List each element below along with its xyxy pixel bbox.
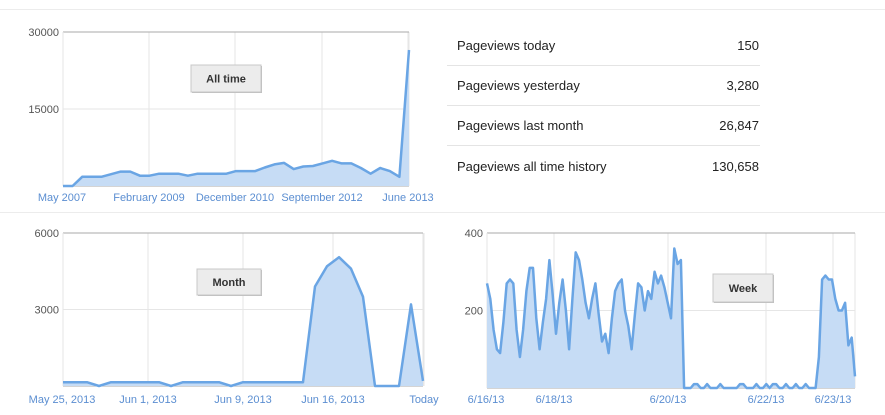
button-label: Week xyxy=(729,283,758,295)
button-face xyxy=(190,64,262,93)
stat-value: 150 xyxy=(737,38,759,53)
all-time-chart-svg: 30000 15000 May 2007 February 2009 December … xyxy=(28,27,433,204)
x-tick-label: June 2013 xyxy=(382,192,433,204)
y-tick-label: 3000 xyxy=(35,305,59,317)
pageview-stats-table: Pageviews today 150 Pageviews yesterday … xyxy=(447,26,760,186)
y-tick-label: 15000 xyxy=(28,104,59,116)
stat-value: 26,847 xyxy=(719,118,759,133)
month-range-button[interactable]: Month xyxy=(196,268,262,296)
x-tick-label: Jun 16, 2013 xyxy=(301,394,365,406)
x-tick-label: May 2007 xyxy=(38,192,86,204)
stat-label: Pageviews yesterday xyxy=(457,78,580,93)
x-tick-label: 6/23/13 xyxy=(815,394,852,406)
stat-value: 3,280 xyxy=(726,78,759,93)
x-tick-label: 6/20/13 xyxy=(650,394,687,406)
week-chart: 400 200 6/16/13 6/18/13 6/20/13 6/22/13 6/23/1… xyxy=(445,214,885,414)
stat-value: 130,658 xyxy=(712,158,759,174)
stat-label: Pageviews last month xyxy=(457,118,584,133)
x-tick-label: 6/22/13 xyxy=(748,394,785,406)
series-area xyxy=(487,248,855,388)
button-face xyxy=(712,273,774,303)
x-tick-label: September 2012 xyxy=(281,192,362,204)
series-line xyxy=(63,255,425,388)
month-chart: 6000 3000 May 25, 2013 Jun 1, 2013 Jun 9, 20… xyxy=(0,214,445,414)
all-time-chart: 30000 15000 May 2007 February 2009 December … xyxy=(0,0,445,210)
week-chart-svg: 400 200 6/16/13 6/18/13 6/20/13 6/22/13 6/23/1… xyxy=(465,228,857,406)
x-tick-label: Jun 9, 2013 xyxy=(214,394,272,406)
stat-row-today: Pageviews today 150 xyxy=(447,26,760,66)
y-tick-label: 30000 xyxy=(28,27,59,39)
alltime-range-button[interactable]: All time xyxy=(190,64,262,93)
y-tick-label: 6000 xyxy=(35,228,59,240)
series-line xyxy=(63,49,411,188)
stat-row-all-time: Pageviews all time history 130,658 xyxy=(447,146,760,186)
button-label: Month xyxy=(213,277,246,289)
top-divider xyxy=(0,9,885,10)
stat-label: Pageviews today xyxy=(457,38,556,53)
y-tick-label: 400 xyxy=(465,228,483,240)
button-label: All time xyxy=(206,74,246,86)
series-area xyxy=(63,257,423,386)
x-tick-label: 6/16/13 xyxy=(468,394,505,406)
x-tick-label: February 2009 xyxy=(113,192,185,204)
stat-row-yesterday: Pageviews yesterday 3,280 xyxy=(447,66,760,106)
month-chart-svg: 6000 3000 May 25, 2013 Jun 1, 2013 Jun 9, 20… xyxy=(29,228,440,406)
x-tick-label: December 2010 xyxy=(196,192,274,204)
week-range-button[interactable]: Week xyxy=(712,273,774,303)
button-face xyxy=(196,268,262,296)
stat-row-last-month: Pageviews last month 26,847 xyxy=(447,106,760,146)
y-tick-label: 200 xyxy=(465,306,483,318)
series-line xyxy=(485,247,857,390)
middle-divider xyxy=(0,212,885,213)
x-tick-label: 6/18/13 xyxy=(536,394,573,406)
x-tick-label: Today xyxy=(409,394,439,406)
x-tick-label: May 25, 2013 xyxy=(29,394,96,406)
x-tick-label: Jun 1, 2013 xyxy=(119,394,177,406)
stat-label: Pageviews all time history xyxy=(457,158,607,174)
